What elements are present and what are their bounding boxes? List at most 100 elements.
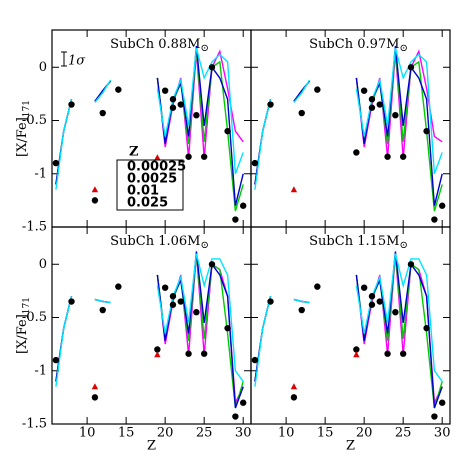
observed-triangle — [154, 351, 161, 358]
observed-point — [368, 301, 376, 308]
observed-point — [368, 293, 376, 300]
y-tick-label: -0.5 — [22, 113, 47, 128]
model-line — [254, 49, 443, 212]
x-axis-label: Z — [147, 439, 156, 454]
observed-triangle — [290, 383, 298, 390]
observed-point — [91, 197, 99, 204]
observed-point — [185, 350, 192, 357]
y-tick-label: -1.5 — [22, 417, 47, 432]
model-line — [55, 253, 244, 406]
x-tick-label: 10 — [79, 426, 96, 441]
observed-point — [177, 101, 184, 108]
annotation: 1σ — [68, 54, 86, 69]
observed-point — [392, 111, 399, 119]
observed-point — [99, 109, 106, 117]
legend-label: 0.00025 — [127, 160, 186, 175]
legend-label: 0.0025 — [127, 172, 177, 187]
y-label-sub: 171 — [22, 297, 32, 314]
model-line — [55, 253, 244, 409]
observed-point — [154, 346, 161, 353]
legend-label: 0.01 — [127, 184, 159, 199]
observed-point — [376, 298, 383, 305]
observed-point — [224, 324, 231, 332]
observed-point — [185, 153, 192, 160]
y-tick-label: -1.5 — [22, 220, 47, 235]
observed-point — [392, 308, 399, 316]
panel-title: SubCh 0.88M⊙ — [110, 37, 209, 54]
observed-point — [193, 111, 200, 119]
y-label-sub: 171 — [22, 100, 32, 117]
y-axis-label: [X/Fe]171 — [15, 297, 32, 354]
observed-point — [52, 159, 60, 167]
model-line — [254, 47, 443, 190]
observed-point — [99, 306, 106, 314]
observed-point — [314, 283, 321, 290]
observed-point — [290, 394, 298, 401]
x-tick-label: 15 — [317, 426, 334, 441]
y-tick-label: 0 — [39, 60, 47, 75]
observed-point — [239, 399, 247, 406]
observed-point — [232, 216, 239, 223]
model-line — [55, 251, 244, 409]
frame — [51, 226, 252, 425]
panel: -1.5 -1 -0.5 0 SubCh 0.88M⊙ 1σ [X/Fe]171 Z0.000… — [15, 29, 252, 235]
observed-point — [115, 86, 122, 93]
observed-point — [52, 356, 60, 364]
y-tick-label: -1 — [34, 363, 47, 378]
observed-point — [68, 298, 75, 305]
title-sub: ⊙ — [200, 240, 208, 251]
observed-point — [115, 283, 122, 290]
legend-box — [116, 159, 184, 211]
observed-point — [193, 308, 200, 316]
panel: 10 15 20 25 30 -1.5 -1 -0.5 0 SubCh 1.06M⊙ [X/Fe]1… — [15, 226, 252, 454]
observed-point — [200, 153, 208, 160]
observed-point — [399, 350, 407, 357]
observed-point — [161, 284, 169, 291]
x-tick-label: 25 — [196, 426, 213, 441]
observed-point — [353, 346, 360, 353]
y-tick-label: 0 — [39, 257, 47, 272]
title-sub: ⊙ — [399, 240, 407, 251]
x-axis-label: Z — [346, 439, 355, 454]
observed-point — [177, 298, 184, 305]
legend-label: 0.025 — [127, 196, 168, 211]
x-tick-label: 30 — [235, 426, 252, 441]
observed-point — [267, 101, 274, 108]
model-line — [254, 253, 443, 406]
observed-point — [384, 350, 391, 357]
observed-point — [353, 149, 360, 156]
panel: SubCh 0.97M⊙ — [250, 29, 451, 228]
observed-point — [169, 96, 177, 103]
panel-title: SubCh 1.15M⊙ — [309, 234, 408, 251]
legend-title: Z — [129, 145, 139, 160]
observed-point — [224, 127, 231, 135]
model-line — [254, 253, 443, 409]
observed-point — [384, 153, 391, 160]
observed-point — [399, 153, 407, 160]
title-sub: ⊙ — [200, 43, 208, 54]
observed-triangle — [290, 186, 298, 193]
model-line — [254, 253, 443, 387]
observed-point — [423, 127, 430, 135]
x-tick-label: 20 — [356, 426, 373, 441]
panel: 10 15 20 25 30 SubCh 1.15M⊙ Z — [250, 226, 451, 454]
x-tick-label: 25 — [395, 426, 412, 441]
observed-triangle — [154, 154, 161, 161]
observed-point — [438, 202, 446, 209]
x-tick-label: 10 — [278, 426, 295, 441]
y-label-text: [X/Fe] — [15, 117, 30, 157]
observed-triangle — [91, 186, 99, 193]
title-text: SubCh 1.06M — [110, 234, 200, 249]
model-line — [55, 253, 244, 387]
observed-point — [208, 261, 216, 268]
model-line — [254, 45, 443, 206]
observed-point — [251, 159, 259, 167]
observed-point — [407, 261, 415, 268]
panel-title: SubCh 1.06M⊙ — [110, 234, 209, 251]
observed-point — [91, 394, 99, 401]
title-text: SubCh 0.88M — [110, 37, 200, 52]
observed-point — [431, 216, 438, 223]
observed-point — [68, 101, 75, 108]
observed-point — [438, 399, 446, 406]
observed-point — [368, 104, 376, 111]
